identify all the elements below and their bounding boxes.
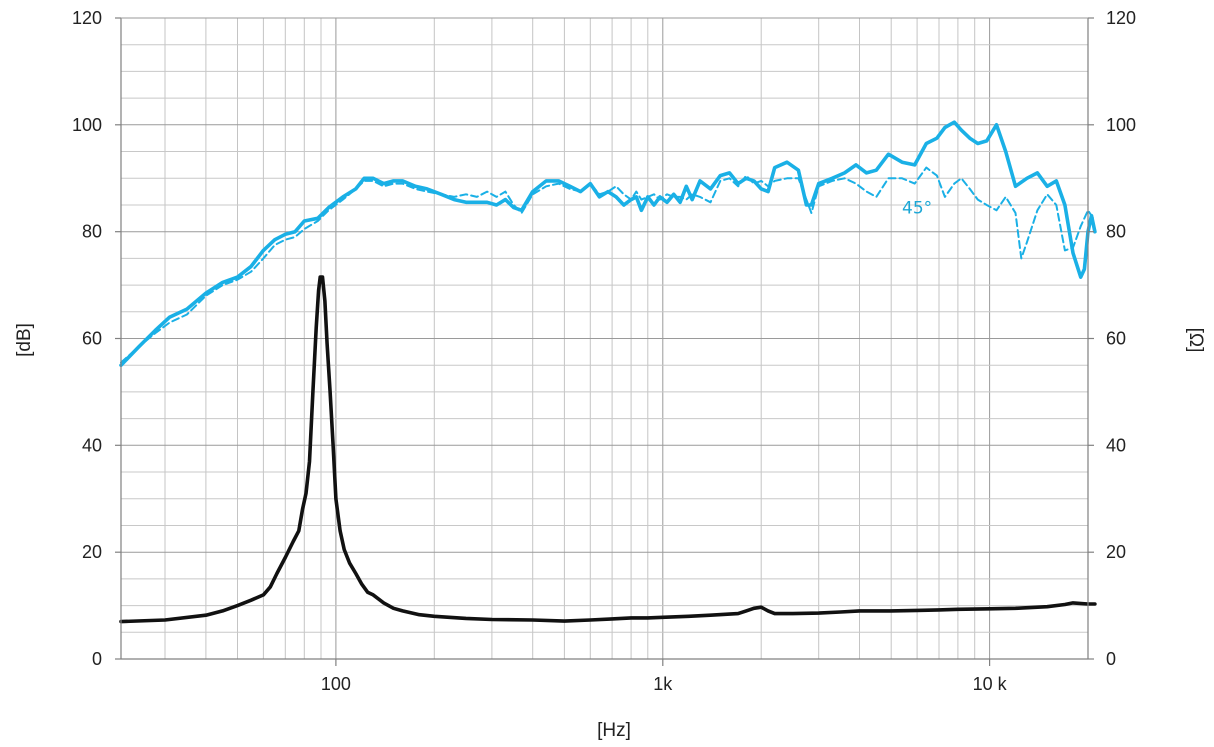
y-axis-title: [dB] (14, 323, 35, 357)
y2-axis-title: [Ω] (1185, 328, 1206, 353)
y2-tick-label: 120 (1106, 8, 1136, 28)
y-tick-label: 60 (82, 329, 102, 349)
y2-tick-label: 20 (1106, 542, 1126, 562)
y2-tick-label: 80 (1106, 222, 1126, 242)
angle-annotation: 45° (902, 199, 932, 219)
y2-tick-label: 40 (1106, 435, 1126, 455)
x-tick-label: 10 k (973, 674, 1008, 694)
y-tick-label: 80 (82, 222, 102, 242)
y2-tick-label: 0 (1106, 649, 1116, 669)
series-layer (119, 120, 1097, 624)
y2-tick-label: 100 (1106, 115, 1136, 135)
impedance-curve (119, 275, 1097, 624)
axes (115, 17, 1094, 666)
y-tick-label: 20 (82, 542, 102, 562)
y-tick-label: 40 (82, 435, 102, 455)
x-tick-label: 100 (321, 674, 351, 694)
response-curve-on-axis (119, 120, 1097, 367)
y-tick-label: 0 (92, 649, 102, 669)
x-axis-title: [Hz] (597, 720, 631, 741)
x-tick-label: 1k (653, 674, 673, 694)
response-curve-45-degrees (120, 166, 1096, 364)
y-tick-label: 120 (72, 8, 102, 28)
tick-labels: 100 1k 10 k 0 20 40 60 80 100 120 0 20 40 60 80 100 120 (72, 8, 1136, 694)
y2-tick-label: 60 (1106, 329, 1126, 349)
y-tick-label: 100 (72, 115, 102, 135)
